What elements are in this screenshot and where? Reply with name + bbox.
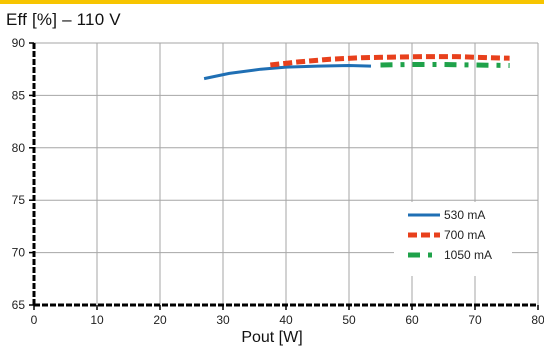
y-axis-ticks: 65 70 75 80 85 90 (12, 36, 34, 312)
series-line-700-ma (270, 54, 510, 68)
x-tick-label: 10 (90, 313, 104, 327)
legend-label: 530 mA (444, 208, 485, 222)
x-tick-label: 60 (405, 313, 419, 327)
x-tick-label: 80 (531, 313, 544, 327)
y-tick-label: 75 (12, 193, 26, 207)
x-tick-label: 70 (468, 313, 482, 327)
chart-title: Eff [%] – 110 V (6, 10, 121, 29)
y-tick-label: 90 (12, 36, 26, 50)
data-series (203, 54, 510, 81)
legend-label: 1050 mA (444, 248, 492, 262)
x-tick-label: 0 (31, 313, 38, 327)
x-tick-label: 40 (279, 313, 293, 327)
grid-lines (34, 42, 539, 305)
y-tick-label: 70 (12, 246, 26, 260)
series-line-530-ma (203, 64, 372, 81)
x-tick-label: 30 (216, 313, 230, 327)
accent-bar (0, 0, 544, 4)
legend: 530 mA 700 mA 1050 mA (394, 202, 512, 276)
y-tick-label: 80 (12, 141, 26, 155)
series-line-1050-ma (380, 62, 510, 68)
x-axis-ticks: 0 10 20 30 40 50 60 70 80 (31, 305, 544, 327)
legend-label: 700 mA (444, 228, 485, 242)
x-tick-label: 50 (342, 313, 356, 327)
y-tick-label: 65 (12, 298, 26, 312)
y-tick-label: 85 (12, 88, 26, 102)
x-axis-label: Pout [W] (241, 329, 303, 346)
x-tick-label: 20 (153, 313, 167, 327)
